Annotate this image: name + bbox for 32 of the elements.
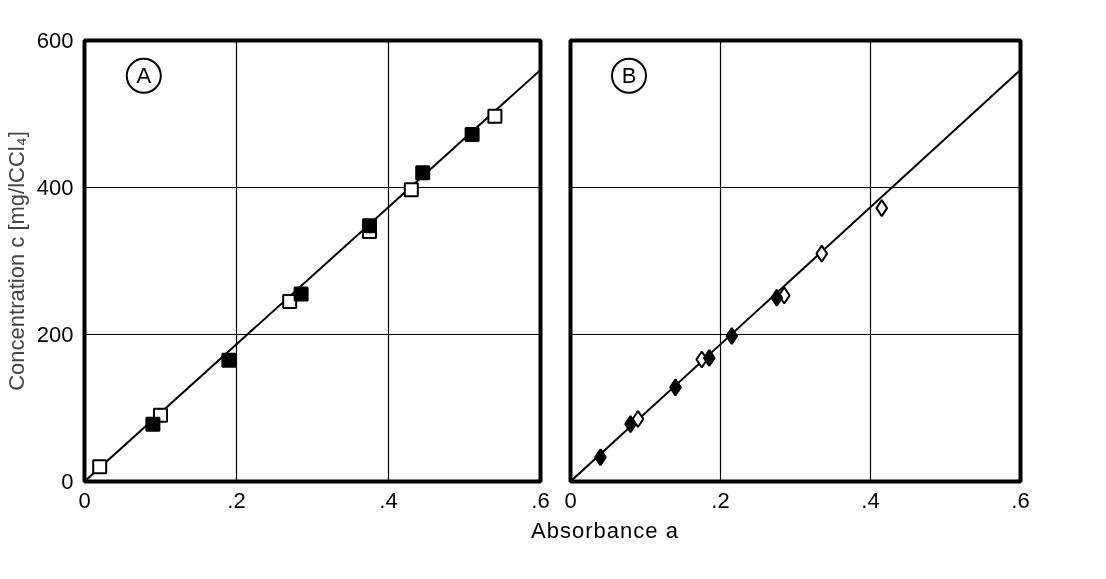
point xyxy=(815,244,829,263)
x-tick-label: .6 xyxy=(1011,487,1030,513)
x-tick-label: .6 xyxy=(531,487,550,513)
point xyxy=(362,218,377,234)
point xyxy=(282,293,298,309)
annotation: B xyxy=(621,63,637,89)
point xyxy=(145,416,161,432)
point xyxy=(293,286,309,302)
y-tick-label: 600 xyxy=(36,28,74,53)
point xyxy=(464,127,480,143)
point xyxy=(702,349,716,368)
y-tick-label: 200 xyxy=(36,322,74,347)
point xyxy=(725,326,739,345)
x-tick-label: 0 xyxy=(564,487,577,513)
y-tick-label: 0 xyxy=(61,469,74,494)
y-axis-title: Concentration c [mg/lCCl₄] xyxy=(3,131,29,391)
x-tick-label: .4 xyxy=(861,487,880,513)
point xyxy=(415,165,431,181)
point xyxy=(403,182,419,198)
point xyxy=(875,199,889,218)
point xyxy=(92,459,108,475)
x-tick-label: .2 xyxy=(227,487,246,513)
x-tick-label: .4 xyxy=(379,487,398,513)
x-tick-label: 0 xyxy=(78,487,91,513)
point xyxy=(770,288,784,307)
x-axis-title: Absorbance a xyxy=(531,517,679,545)
point xyxy=(221,352,237,368)
point xyxy=(631,410,645,429)
y-tick-label: 400 xyxy=(36,175,74,200)
point xyxy=(487,108,503,124)
x-tick-label: .2 xyxy=(711,487,730,513)
annotation: A xyxy=(136,63,152,89)
